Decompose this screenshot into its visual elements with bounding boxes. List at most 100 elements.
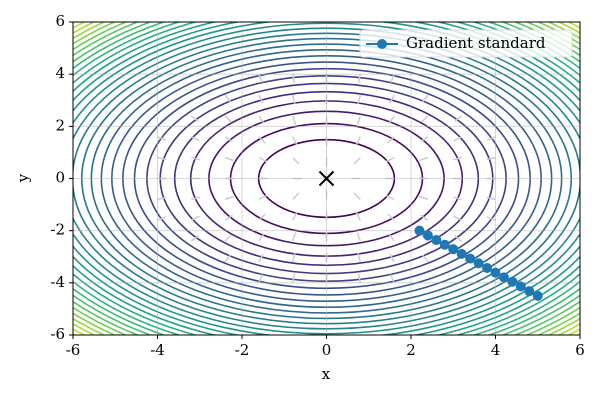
point bbox=[532, 290, 543, 301]
quiver-arrow bbox=[387, 213, 395, 221]
legend: Gradient standard bbox=[359, 29, 573, 58]
plot-frame bbox=[72, 21, 581, 336]
quiver-arrow bbox=[258, 115, 265, 124]
x-tick-label: 0 bbox=[322, 341, 332, 359]
quiver-arrow bbox=[224, 136, 234, 143]
quiver-arrow bbox=[452, 196, 462, 201]
quiver-arrow bbox=[258, 253, 264, 263]
quiver-arrow bbox=[419, 136, 429, 143]
quiver-arrow bbox=[356, 115, 362, 125]
quiver-arrow bbox=[258, 156, 268, 163]
quiver-arrow bbox=[224, 234, 232, 242]
quiver-arrow bbox=[355, 136, 361, 146]
point bbox=[473, 258, 484, 269]
quiver-arrow bbox=[353, 157, 361, 165]
quiver-arrow bbox=[291, 253, 296, 263]
y-tick-label: 0 bbox=[55, 169, 65, 187]
quiver-arrow bbox=[292, 192, 300, 200]
point bbox=[414, 225, 425, 236]
y-tick-label: 4 bbox=[55, 64, 65, 82]
quiver-arrow bbox=[453, 136, 463, 142]
quiver-arrow bbox=[224, 94, 232, 103]
x-tick-label: -6 bbox=[66, 341, 81, 359]
quiver-arrow bbox=[389, 94, 395, 104]
quiver-arrow bbox=[385, 156, 395, 163]
point bbox=[524, 286, 535, 297]
point bbox=[490, 267, 501, 278]
quiver-arrow bbox=[157, 216, 167, 221]
quiver-arrow bbox=[157, 136, 167, 141]
point bbox=[456, 248, 467, 259]
quiver-arrow bbox=[190, 235, 199, 242]
point bbox=[448, 244, 459, 255]
quiver-arrow bbox=[191, 156, 201, 161]
foreground: -6 -4 -2 0 2 4 6 -6 -4 -2 0 2 4 6 Gradient standard bbox=[50, 12, 584, 359]
x-axis-label: x bbox=[322, 365, 331, 383]
y-tick-label: 2 bbox=[55, 116, 65, 134]
quiver-arrow bbox=[419, 195, 429, 201]
quiver-arrow bbox=[454, 115, 463, 122]
x-tick-label: -4 bbox=[150, 341, 165, 359]
point bbox=[507, 276, 518, 287]
quiver-arrow bbox=[258, 194, 268, 201]
quiver-arrow bbox=[486, 196, 496, 201]
y-tick-label: -2 bbox=[50, 221, 65, 239]
quiver-arrow bbox=[388, 115, 395, 124]
quiver-arrow bbox=[157, 196, 167, 201]
quiver-arrow bbox=[291, 74, 296, 84]
quiver-arrow bbox=[355, 211, 361, 221]
quiver-arrow bbox=[421, 254, 429, 263]
quiver-arrow bbox=[486, 216, 496, 221]
quiver-arrow bbox=[419, 214, 429, 221]
quiver-arrow bbox=[224, 214, 234, 221]
quiver-arrow bbox=[387, 136, 395, 144]
quiver-arrow bbox=[453, 215, 463, 221]
point bbox=[482, 262, 493, 273]
quiver-arrow bbox=[419, 156, 429, 162]
quiver-arrow bbox=[157, 156, 167, 161]
quiver-arrow bbox=[357, 273, 362, 283]
point bbox=[515, 281, 526, 292]
y-tick-label: 6 bbox=[55, 12, 65, 30]
quiver-arrow bbox=[190, 136, 200, 142]
minimum-marker bbox=[318, 170, 335, 187]
x-tick-label: 2 bbox=[406, 341, 416, 359]
point bbox=[422, 230, 433, 241]
quiver-arrow bbox=[224, 195, 234, 201]
x-tick-label: 6 bbox=[575, 341, 585, 359]
quiver-arrow bbox=[388, 233, 395, 242]
legend-box bbox=[359, 29, 573, 58]
quiver-arrow bbox=[421, 115, 429, 123]
quiver-arrow bbox=[292, 211, 298, 221]
x-tick-label: 4 bbox=[491, 341, 501, 359]
quiver-arrow bbox=[452, 156, 462, 161]
quiver-arrow bbox=[356, 232, 362, 242]
y-axis-label: y bbox=[14, 173, 32, 183]
quiver-arrow bbox=[258, 213, 266, 221]
quiver-arrow bbox=[291, 115, 297, 125]
quiver-arrow bbox=[454, 235, 463, 242]
quiver-arrow bbox=[190, 115, 199, 122]
quiver-arrow bbox=[292, 157, 300, 165]
quiver-arrow bbox=[292, 136, 298, 146]
point bbox=[439, 239, 450, 250]
quiver-arrow bbox=[258, 136, 266, 144]
quiver-arrow bbox=[486, 136, 496, 141]
legend-label: Gradient standard bbox=[406, 34, 546, 52]
quiver-arrow bbox=[224, 254, 232, 263]
quiver-arrow bbox=[389, 253, 395, 263]
quiver-arrow bbox=[486, 156, 496, 161]
y-tick-label: -6 bbox=[50, 325, 65, 343]
quiver-arrow bbox=[353, 192, 361, 200]
quiver-arrow bbox=[258, 274, 263, 284]
quiver-arrow bbox=[357, 74, 362, 84]
quiver-arrow bbox=[357, 253, 362, 263]
point bbox=[498, 272, 509, 283]
quiver-arrow bbox=[390, 73, 395, 83]
quiver-arrow bbox=[291, 232, 297, 242]
quiver-arrow bbox=[291, 273, 296, 283]
quiver-arrow bbox=[258, 73, 263, 83]
